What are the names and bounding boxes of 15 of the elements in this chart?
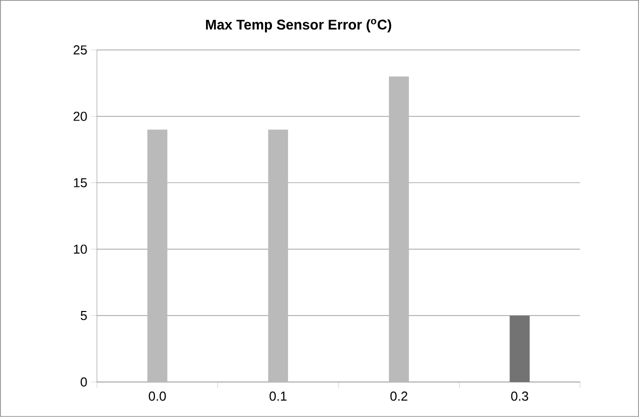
y-tick-label: 0 <box>80 377 87 387</box>
x-tick-label: 0.3 <box>511 392 528 401</box>
chart-title: Max Temp Sensor Error ($^{o}$C) <box>206 19 392 32</box>
y-tick-label: 15 <box>74 178 87 188</box>
bar <box>510 316 530 382</box>
y-tick-label: 25 <box>74 45 87 55</box>
bar <box>268 130 288 382</box>
bar <box>147 130 168 382</box>
x-tick-label: 0.1 <box>270 392 287 401</box>
x-tick-label: 0.2 <box>390 392 408 401</box>
x-tick-label: 0.0 <box>148 392 166 401</box>
y-tick-label: 10 <box>74 244 87 254</box>
bar <box>388 76 409 382</box>
y-tick-label: 5 <box>80 311 87 320</box>
y-tick-label: 20 <box>74 112 87 121</box>
